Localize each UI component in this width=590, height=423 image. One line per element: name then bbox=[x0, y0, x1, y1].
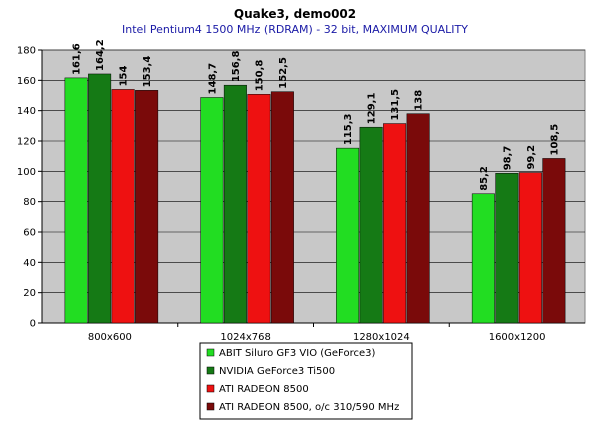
data-label: 131,5 bbox=[390, 89, 401, 121]
legend-box bbox=[199, 342, 413, 420]
y-tick-label: 180 bbox=[17, 46, 36, 57]
data-label: 154 bbox=[119, 66, 130, 87]
data-label: 148,7 bbox=[207, 63, 218, 95]
bar bbox=[406, 113, 430, 324]
bar bbox=[383, 123, 407, 324]
legend-swatch bbox=[206, 402, 215, 411]
bar bbox=[88, 73, 112, 324]
y-tick-label: 20 bbox=[23, 288, 36, 299]
legend-swatch bbox=[206, 366, 215, 375]
data-label: 153,4 bbox=[142, 56, 153, 88]
chart-subtitle: Intel Pentium4 1500 MHz (RDRAM) - 32 bit… bbox=[122, 23, 468, 36]
y-tick-label: 100 bbox=[17, 167, 36, 178]
x-tick-label: 1024x768 bbox=[220, 332, 270, 343]
bar bbox=[542, 158, 566, 324]
legend-label: ABIT Siluro GF3 VIO (GeForce3) bbox=[219, 348, 375, 359]
bar bbox=[64, 77, 88, 324]
bar bbox=[270, 91, 294, 324]
y-tick-label: 40 bbox=[23, 258, 36, 269]
data-label: 156,8 bbox=[231, 51, 242, 83]
data-label: 115,3 bbox=[343, 113, 354, 145]
legend-swatch bbox=[206, 348, 215, 357]
y-tick-label: 60 bbox=[23, 228, 36, 239]
x-tick-label: 1600x1200 bbox=[489, 332, 546, 343]
data-label: 161,6 bbox=[72, 43, 83, 75]
bar bbox=[471, 193, 495, 324]
bar bbox=[223, 84, 247, 324]
legend-label: ATI RADEON 8500 bbox=[219, 384, 309, 395]
data-label: 108,5 bbox=[549, 124, 560, 156]
data-label: 129,1 bbox=[367, 93, 378, 125]
data-label: 138 bbox=[414, 90, 425, 111]
bar bbox=[111, 89, 135, 324]
bar bbox=[247, 94, 271, 324]
legend-label: ATI RADEON 8500, o/c 310/590 MHz bbox=[219, 402, 399, 413]
y-tick-label: 160 bbox=[17, 76, 36, 87]
bar bbox=[495, 173, 519, 324]
data-label: 152,5 bbox=[278, 57, 289, 89]
y-tick-label: 140 bbox=[17, 106, 36, 117]
bar bbox=[135, 90, 159, 324]
legend-swatch bbox=[206, 384, 215, 393]
legend-label: NVIDIA GeForce3 Ti500 bbox=[219, 366, 335, 377]
data-label: 99,2 bbox=[526, 145, 537, 170]
x-tick-label: 800x600 bbox=[88, 332, 132, 343]
bar bbox=[200, 97, 224, 324]
data-label: 85,2 bbox=[479, 166, 490, 191]
legend: ABIT Siluro GF3 VIO (GeForce3) NVIDIA GeF… bbox=[199, 342, 413, 420]
y-tick-label: 80 bbox=[23, 197, 36, 208]
data-label: 98,7 bbox=[502, 146, 513, 171]
y-tick-label: 120 bbox=[17, 137, 36, 148]
bar bbox=[336, 147, 360, 324]
data-label: 150,8 bbox=[254, 60, 265, 92]
y-tick-label: 0 bbox=[30, 319, 36, 330]
chart-title: Quake3, demo002 bbox=[234, 7, 356, 21]
data-label: 164,2 bbox=[95, 39, 106, 71]
bar bbox=[518, 172, 542, 324]
plot-area: 0 20 40 60 80 100 120 140 160 180 800x600 161,6 164,… bbox=[17, 39, 586, 343]
bar bbox=[359, 126, 383, 324]
x-tick-label: 1280x1024 bbox=[353, 332, 410, 343]
